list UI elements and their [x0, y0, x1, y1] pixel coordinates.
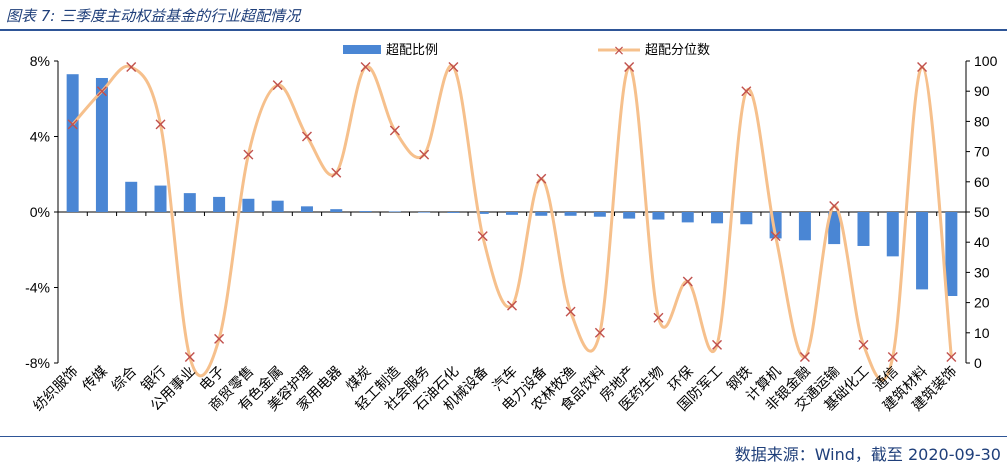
right-tick-label: 80 — [974, 113, 990, 129]
category-label: 纺织服饰 — [31, 364, 82, 415]
bar — [418, 212, 431, 213]
chart-title: 图表 7: 三季度主动权益基金的行业超配情况 — [6, 7, 301, 25]
right-tick-label: 10 — [974, 325, 990, 341]
percentile-marker — [624, 62, 635, 73]
bar — [330, 209, 343, 212]
percentile-marker — [741, 86, 752, 97]
percentile-marker — [887, 351, 898, 362]
bar — [66, 74, 79, 213]
category-label: 综合 — [109, 364, 140, 395]
bar — [95, 77, 108, 212]
right-tick-label: 90 — [974, 83, 990, 99]
source-note: 数据来源：Wind，截至 2020-09-30 — [734, 445, 1001, 464]
percentile-marker — [507, 300, 517, 311]
footer-rule — [0, 436, 1007, 437]
percentile-marker — [301, 131, 312, 142]
bar-series — [66, 74, 958, 296]
percentile-marker — [360, 62, 371, 73]
percentile-marker — [770, 231, 781, 242]
percentile-marker — [184, 351, 195, 362]
percentile-marker — [477, 231, 488, 242]
left-tick-label: -4% — [25, 280, 50, 296]
bar — [183, 193, 196, 212]
percentile-marker — [917, 62, 928, 73]
percentile-marker — [858, 339, 869, 350]
percentile-marker — [565, 306, 576, 317]
percentile-marker — [799, 351, 810, 362]
right-tick-label: 0 — [974, 355, 982, 371]
right-tick-label: 70 — [974, 144, 990, 160]
bar — [652, 212, 665, 220]
percentile-marker — [214, 333, 225, 344]
left-tick-label: 8% — [30, 53, 50, 69]
legend-bar-label: 超配比例 — [386, 43, 438, 58]
percentile-marker — [829, 200, 840, 211]
bar — [213, 196, 226, 212]
percentile-marker — [419, 149, 430, 160]
bar — [359, 211, 372, 212]
category-labels: 纺织服饰传媒综合银行公用事业电子商贸零售有色金属美容护理家用电器煤炭轻工制造社会… — [31, 363, 961, 415]
legend: 超配比例 × 超配分位数 — [343, 43, 710, 59]
bar — [857, 212, 870, 246]
bar — [798, 212, 811, 241]
bar — [271, 200, 284, 212]
bar — [125, 181, 138, 212]
bar — [506, 212, 518, 215]
percentile-marker — [712, 339, 723, 350]
percentile-marker — [594, 327, 605, 338]
percentile-marker — [67, 119, 78, 130]
bar — [300, 206, 313, 212]
left-tick-label: -8% — [25, 355, 50, 371]
percentile-marker — [682, 276, 693, 287]
category-label: 传媒 — [80, 364, 111, 395]
percentile-marker — [272, 80, 283, 91]
bar — [886, 212, 899, 257]
percentile-marker — [653, 312, 664, 323]
line-series — [67, 62, 957, 382]
percentile-marker — [155, 119, 166, 130]
right-tick-label: 30 — [974, 264, 990, 280]
bar — [154, 185, 167, 212]
bar — [535, 212, 548, 216]
right-tick-label: 100 — [974, 53, 998, 69]
percentile-marker — [946, 351, 957, 362]
percentile-marker — [448, 62, 459, 73]
percentile-marker — [243, 149, 254, 160]
right-tick-label: 60 — [974, 174, 990, 190]
bar — [388, 211, 401, 213]
legend-line-label: 超配分位数 — [645, 43, 710, 58]
percentile-marker — [96, 86, 107, 97]
right-tick-label: 50 — [974, 204, 990, 220]
legend-bar-swatch — [343, 45, 381, 54]
right-tick-label: 40 — [974, 234, 990, 250]
bar — [711, 212, 724, 224]
legend-line-marker: × — [613, 43, 625, 59]
header-rule — [0, 29, 1007, 31]
left-tick-label: 4% — [30, 129, 50, 145]
bar — [916, 212, 929, 290]
percentile-marker — [536, 173, 547, 184]
right-tick-label: 20 — [974, 295, 990, 311]
percentile-marker — [331, 167, 342, 178]
percentile-marker — [389, 125, 400, 136]
bar — [623, 212, 636, 219]
left-tick-label: 0% — [30, 204, 50, 220]
bar — [740, 212, 753, 225]
percentile-marker — [126, 62, 137, 73]
bar — [564, 212, 577, 216]
bar — [447, 212, 460, 213]
bar — [593, 212, 606, 217]
bar — [242, 198, 255, 212]
bar — [476, 212, 489, 214]
bar — [681, 212, 694, 223]
bar — [945, 212, 958, 296]
percentile-line — [71, 64, 953, 382]
bar — [828, 212, 841, 245]
